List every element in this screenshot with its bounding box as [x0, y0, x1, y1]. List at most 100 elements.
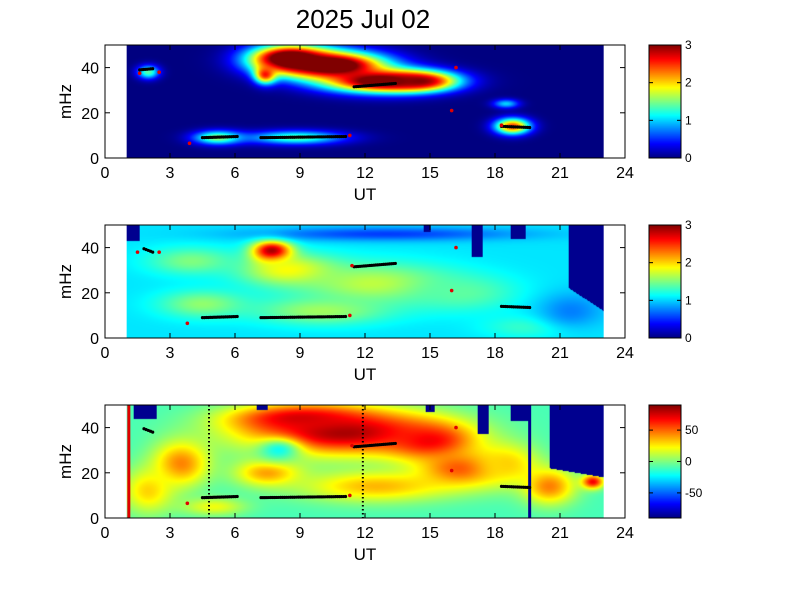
y-tick-label: 20 [81, 466, 99, 483]
red-marker [449, 108, 454, 113]
y-tick-label: 0 [90, 151, 99, 168]
x-axis-label: UT [354, 185, 377, 204]
x-tick-label: 12 [356, 345, 374, 362]
red-marker [449, 468, 454, 473]
heatmap-image [126, 405, 604, 518]
x-tick-label: 12 [356, 525, 374, 542]
black-marker [393, 261, 397, 266]
red-marker [499, 123, 504, 128]
red-marker [157, 250, 161, 254]
y-tick-label: 40 [81, 61, 99, 78]
black-marker [235, 314, 239, 319]
colorbar-box [648, 44, 682, 159]
x-tick-label: 24 [616, 165, 634, 182]
x-axis-label: UT [354, 365, 377, 384]
colorbar-tick-label: 2 [685, 256, 692, 270]
y-tick-label: 0 [90, 331, 99, 348]
x-tick-label: 15 [421, 525, 439, 542]
x-tick-label: 0 [101, 345, 110, 362]
black-marker [235, 494, 239, 499]
x-tick-label: 24 [616, 525, 634, 542]
x-tick-label: 6 [231, 525, 240, 542]
x-tick-label: 0 [101, 165, 110, 182]
x-tick-label: 6 [231, 345, 240, 362]
colorbar-gradient [649, 225, 681, 338]
colorbar-tick-label: 3 [685, 38, 692, 52]
colorbar-tick-label: 1 [685, 113, 692, 127]
colorbar-tick-label: -50 [685, 486, 703, 500]
x-tick-label: 15 [421, 165, 439, 182]
x-tick-label: 9 [296, 165, 305, 182]
x-tick-label: 6 [231, 165, 240, 182]
black-marker [528, 485, 532, 490]
black-marker [151, 430, 155, 434]
red-marker [348, 313, 352, 318]
colorbar-tick-label: 3 [685, 218, 692, 232]
x-tick-label: 21 [551, 525, 569, 542]
red-marker [187, 141, 192, 146]
black-marker [151, 67, 155, 71]
x-tick-label: 15 [421, 345, 439, 362]
red-marker [137, 71, 142, 76]
colorbar-tick-label: 1 [685, 293, 692, 307]
black-marker [343, 494, 348, 499]
red-marker [350, 263, 354, 268]
red-marker [185, 321, 190, 326]
x-tick-label: 3 [166, 525, 175, 542]
red-marker [449, 288, 454, 293]
x-tick-label: 24 [616, 345, 634, 362]
x-tick-label: 0 [101, 525, 110, 542]
y-tick-label: 20 [81, 106, 99, 123]
black-marker [528, 305, 532, 310]
black-marker [151, 250, 155, 254]
y-axis-label: mHz [56, 84, 75, 119]
x-tick-label: 21 [551, 165, 569, 182]
black-marker [528, 125, 532, 130]
y-tick-label: 20 [81, 286, 99, 303]
x-tick-label: 18 [486, 525, 504, 542]
x-tick-label: 3 [166, 345, 175, 362]
red-marker [185, 501, 190, 506]
x-tick-label: 18 [486, 165, 504, 182]
black-marker [235, 134, 239, 139]
black-marker [343, 314, 348, 319]
red-marker [454, 65, 458, 70]
colorbar-tick-label: 2 [685, 76, 692, 90]
colorbar-tick-label: 0 [685, 331, 692, 345]
x-axis-label: UT [354, 545, 377, 564]
red-marker [454, 425, 458, 430]
panel-3: 0 3 6 9 12 15 18 21 24 0 20 40 UT mHz 50 0 -50 [56, 404, 703, 564]
y-tick-label: 0 [90, 511, 99, 528]
red-marker [454, 245, 458, 250]
x-tick-label: 21 [551, 345, 569, 362]
colorbar-box [648, 224, 682, 339]
heatmap-image [126, 225, 604, 338]
x-tick-label: 9 [296, 345, 305, 362]
x-tick-label: 12 [356, 165, 374, 182]
red-marker [350, 443, 354, 448]
y-axis-label: mHz [56, 444, 75, 479]
black-marker [393, 81, 397, 86]
red-marker [348, 133, 352, 138]
black-marker [393, 441, 397, 446]
colorbar-gradient [649, 45, 681, 158]
x-tick-label: 9 [296, 525, 305, 542]
colorbar-tick-label: 0 [685, 151, 692, 165]
black-marker [343, 134, 348, 139]
y-axis-label: mHz [56, 264, 75, 299]
red-marker [135, 250, 140, 254]
x-tick-label: 18 [486, 345, 504, 362]
figure-title: 2025 Jul 02 [296, 4, 430, 34]
colorbar-gradient [649, 405, 681, 518]
y-tick-label: 40 [81, 241, 99, 258]
red-marker [157, 70, 161, 74]
colorbar-tick-label: 0 [685, 455, 692, 469]
x-tick-label: 3 [166, 165, 175, 182]
heatmap-image [126, 45, 604, 158]
colorbar-tick-label: 50 [685, 423, 699, 437]
y-tick-label: 40 [81, 421, 99, 438]
red-marker [348, 493, 352, 498]
